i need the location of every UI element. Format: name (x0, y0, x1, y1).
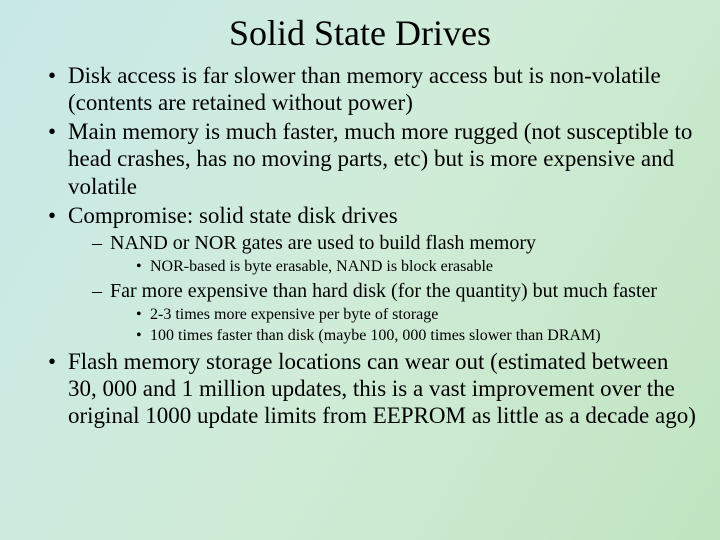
bullet-item: Flash memory storage locations can wear … (48, 348, 696, 429)
slide-title: Solid State Drives (24, 12, 696, 54)
bullet-text: Compromise: solid state disk drives (68, 203, 398, 228)
sub-bullet-list: NAND or NOR gates are used to build flas… (68, 231, 696, 346)
sub-sub-bullet-item: NOR-based is byte erasable, NAND is bloc… (136, 257, 696, 277)
bullet-item: Disk access is far slower than memory ac… (48, 62, 696, 116)
sub-sub-bullet-list: NOR-based is byte erasable, NAND is bloc… (110, 257, 696, 277)
sub-sub-bullet-item: 2-3 times more expensive per byte of sto… (136, 305, 696, 325)
sub-bullet-text: NAND or NOR gates are used to build flas… (110, 232, 536, 254)
sub-sub-bullet-item: 100 times faster than disk (maybe 100, 0… (136, 326, 696, 346)
sub-bullet-item: NAND or NOR gates are used to build flas… (92, 231, 696, 277)
sub-bullet-text: Far more expensive than hard disk (for t… (110, 280, 657, 302)
sub-bullet-item: Far more expensive than hard disk (for t… (92, 279, 696, 346)
bullet-item: Compromise: solid state disk drives NAND… (48, 202, 696, 346)
bullet-item: Main memory is much faster, much more ru… (48, 118, 696, 199)
sub-sub-bullet-list: 2-3 times more expensive per byte of sto… (110, 305, 696, 346)
bullet-list: Disk access is far slower than memory ac… (24, 62, 696, 429)
